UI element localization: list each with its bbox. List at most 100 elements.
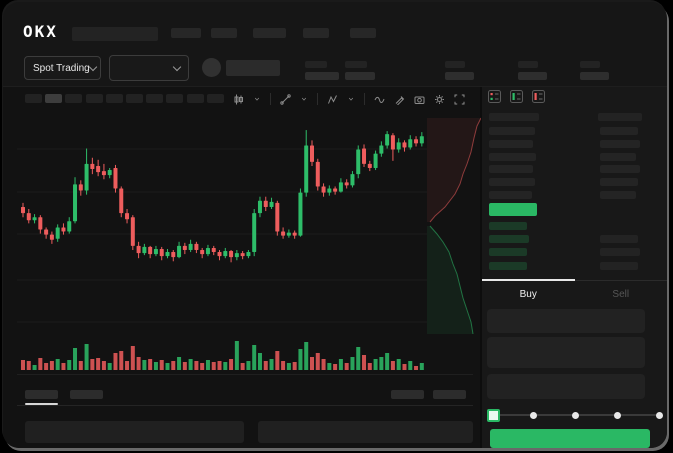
- slider-stop-50pct[interactable]: [572, 411, 579, 419]
- fullscreen-icon[interactable]: [454, 94, 465, 105]
- timeframe-button[interactable]: [166, 94, 184, 103]
- bid-price-placeholder[interactable]: [489, 222, 527, 230]
- ask-price-placeholder[interactable]: [489, 178, 535, 187]
- slider-stop-25pct[interactable]: [530, 411, 538, 419]
- chevron-down-icon: [347, 95, 355, 103]
- nav-item-placeholder[interactable]: [171, 28, 201, 38]
- coin-avatar: [202, 58, 221, 77]
- order-panel-content: Buy Sell: [482, 87, 667, 448]
- ask-size-placeholder[interactable]: [600, 178, 638, 187]
- tab-buy[interactable]: Buy: [482, 279, 575, 307]
- ask-price-placeholder[interactable]: [489, 152, 536, 161]
- bid-price-placeholder[interactable]: [489, 248, 527, 257]
- wave-icon[interactable]: [374, 94, 385, 105]
- ask-price-placeholder[interactable]: [489, 191, 532, 199]
- slider-stop-0pct[interactable]: [487, 409, 500, 422]
- book-split-icon[interactable]: [488, 90, 501, 108]
- ask-size-placeholder[interactable]: [600, 152, 636, 161]
- slider-stop-75pct[interactable]: [613, 411, 621, 419]
- bottom-panel-placeholder: [25, 421, 244, 443]
- stat-label-placeholder: [580, 61, 600, 68]
- last-price-indicator: [489, 203, 537, 216]
- stat-value-placeholder: [445, 72, 474, 80]
- ask-size-placeholder[interactable]: [600, 165, 640, 174]
- slider-stop-100pct[interactable]: [655, 411, 663, 419]
- bid-size-placeholder[interactable]: [600, 235, 638, 244]
- timeframe-button[interactable]: [65, 94, 83, 103]
- bid-price-placeholder[interactable]: [489, 235, 529, 244]
- nav-item-placeholder[interactable]: [211, 28, 237, 38]
- market-type-label: Spot Trading: [33, 62, 90, 74]
- app-window: OKX Spot Trading Buy Sell: [3, 2, 667, 448]
- depth-chart: [427, 117, 481, 334]
- search-input[interactable]: [72, 27, 158, 41]
- timeframe-button[interactable]: [186, 94, 204, 103]
- header-divider: [3, 86, 667, 87]
- last-price-placeholder: [226, 60, 280, 76]
- stat-label-placeholder: [518, 61, 538, 68]
- bottom-tabs-divider: [17, 405, 473, 406]
- bottom-action-placeholder[interactable]: [433, 390, 466, 399]
- chart-tools: [233, 91, 465, 107]
- chevron-down-icon: [300, 95, 308, 103]
- book-asks-icon[interactable]: [532, 90, 545, 108]
- chevron-down-icon: [253, 95, 261, 103]
- chevron-down-icon: [88, 62, 97, 71]
- order-form-field[interactable]: [487, 337, 645, 368]
- order-form-field[interactable]: [487, 374, 645, 399]
- timeframe-button[interactable]: [146, 94, 164, 103]
- ask-size-placeholder[interactable]: [600, 139, 640, 148]
- ask-size-placeholder[interactable]: [600, 191, 636, 199]
- stat-value-placeholder: [345, 72, 375, 80]
- indicators-icon[interactable]: [327, 94, 338, 105]
- pair-dropdown[interactable]: [109, 55, 189, 81]
- panel-divider: [480, 87, 482, 448]
- book-bids-icon[interactable]: [510, 90, 523, 108]
- bottom-panel-placeholder: [258, 421, 473, 443]
- stat-label-placeholder: [445, 61, 465, 68]
- tab-sell[interactable]: Sell: [612, 288, 630, 300]
- chevron-down-icon: [172, 62, 182, 71]
- timeframe-button[interactable]: [45, 94, 63, 103]
- book-header-right: [598, 113, 642, 121]
- stat-value-placeholder: [518, 72, 547, 80]
- candlestick-chart[interactable]: [17, 112, 427, 336]
- ask-price-placeholder[interactable]: [489, 139, 533, 148]
- ask-price-placeholder[interactable]: [489, 165, 533, 174]
- bid-size-placeholder[interactable]: [600, 261, 638, 270]
- timeframe-button[interactable]: [85, 94, 103, 103]
- stat-value-placeholder: [580, 72, 609, 80]
- brush-icon[interactable]: [394, 94, 405, 105]
- bid-size-placeholder[interactable]: [600, 248, 640, 257]
- nav-item-placeholder[interactable]: [350, 28, 376, 38]
- timeframe-button[interactable]: [25, 94, 42, 103]
- trend-line-icon[interactable]: [280, 93, 291, 105]
- stat-label-placeholder: [305, 61, 327, 68]
- nav-item-placeholder[interactable]: [303, 28, 329, 38]
- ask-size-placeholder[interactable]: [600, 127, 638, 135]
- camera-icon[interactable]: [414, 94, 425, 105]
- bottom-action-placeholder[interactable]: [391, 390, 424, 399]
- chart-bottom-divider: [17, 374, 473, 375]
- orderbook-layout-toggles: [488, 90, 545, 108]
- market-type-dropdown[interactable]: Spot Trading: [24, 56, 101, 80]
- buy-submit-button[interactable]: [490, 429, 650, 448]
- candlestick-type-icon[interactable]: [233, 94, 244, 105]
- settings-gear-icon[interactable]: [434, 94, 445, 105]
- nav-item-placeholder[interactable]: [253, 28, 286, 38]
- timeframe-button[interactable]: [105, 94, 123, 103]
- bid-price-placeholder[interactable]: [489, 261, 527, 270]
- order-form-field[interactable]: [487, 309, 645, 333]
- timeframe-button[interactable]: [126, 94, 143, 103]
- trade-tabs: Buy Sell: [482, 279, 667, 307]
- stat-value-placeholder: [305, 72, 339, 80]
- timeframe-button[interactable]: [206, 94, 224, 103]
- ask-price-placeholder[interactable]: [489, 127, 535, 135]
- bottom-tab-active-underline: [25, 403, 58, 405]
- bottom-tab[interactable]: [70, 390, 103, 399]
- bottom-tab[interactable]: [25, 390, 58, 399]
- book-header-left: [489, 113, 539, 121]
- toolbar-divider: [317, 93, 318, 105]
- stat-label-placeholder: [345, 61, 367, 68]
- toolbar-divider: [364, 93, 365, 105]
